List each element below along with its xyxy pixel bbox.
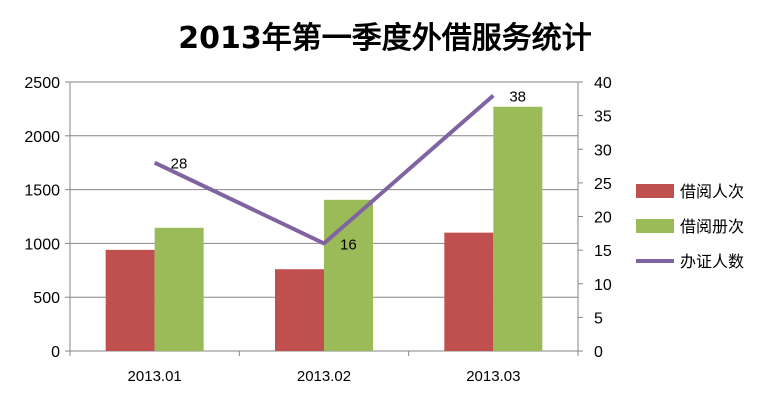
- left-axis-tick-label: 1000: [24, 236, 60, 253]
- bar-borrow-volumes: [493, 106, 543, 351]
- left-axis-tick-label: 2500: [24, 75, 60, 92]
- bar-borrow-visits: [105, 249, 155, 351]
- left-axis-tick-label: 0: [51, 344, 60, 361]
- right-axis-tick-label: 0: [594, 344, 603, 361]
- legend-label: 办证人数: [680, 252, 744, 271]
- left-axis-tick-label: 500: [33, 290, 60, 307]
- right-axis-tick-label: 15: [594, 243, 612, 260]
- bar-borrow-visits: [444, 232, 494, 351]
- bar-borrow-visits: [275, 269, 324, 351]
- right-axis-tick-label: 40: [594, 75, 612, 92]
- legend-label: 借阅人次: [680, 182, 744, 201]
- chart-title: 2013年第一季度外借服务统计: [178, 21, 592, 56]
- axes: 0 500 1000 1500 2000 2500 0 5 10 15 20 25 30 35 40 2013…: [24, 75, 611, 385]
- bar-borrow-volumes: [154, 227, 204, 351]
- legend-swatch: [636, 184, 674, 198]
- legend-label: 借阅册次: [680, 217, 744, 236]
- right-axis-tick-label: 10: [594, 277, 612, 294]
- legend-swatch: [636, 219, 674, 233]
- left-axis-tick-label: 1500: [24, 183, 60, 200]
- bars: [105, 106, 543, 351]
- right-axis-tick-label: 25: [594, 176, 612, 193]
- right-axis-tick-label: 35: [594, 109, 612, 126]
- bar-borrow-volumes: [324, 199, 373, 351]
- left-axis-tick-label: 2000: [24, 129, 60, 146]
- data-label: 16: [340, 236, 357, 253]
- labels: 28 16 38: [171, 88, 526, 253]
- right-axis-tick-label: 5: [594, 310, 603, 327]
- x-axis-category-label: 2013.01: [128, 368, 182, 385]
- data-label: 28: [171, 156, 188, 173]
- x-axis-category-label: 2013.03: [466, 368, 520, 385]
- x-axis-category-label: 2013.02: [297, 368, 351, 385]
- right-axis-tick-label: 20: [594, 210, 612, 227]
- line-cards-issued: [153, 93, 495, 246]
- right-axis-tick-label: 30: [594, 142, 612, 159]
- line-series: [153, 93, 495, 246]
- data-label: 38: [509, 88, 526, 105]
